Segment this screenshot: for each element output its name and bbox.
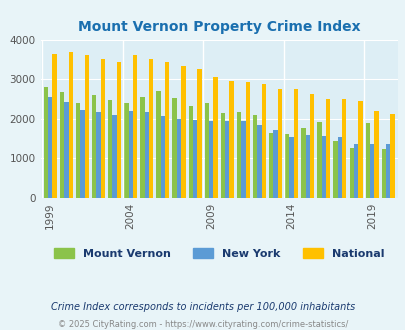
Bar [192,120,197,198]
Bar [305,135,309,198]
Bar [100,59,105,198]
Bar [337,137,341,198]
Bar [289,137,293,198]
Bar [80,110,84,198]
Bar [349,148,353,198]
Text: © 2025 CityRating.com - https://www.cityrating.com/crime-statistics/: © 2025 CityRating.com - https://www.city… [58,320,347,329]
Bar [220,113,224,198]
Bar [257,125,261,198]
Bar [52,54,57,198]
Bar [84,55,89,198]
Bar [365,123,369,198]
Bar [44,87,48,198]
Bar [48,97,52,198]
Bar [92,95,96,198]
Bar [325,99,330,198]
Bar [385,144,390,198]
Bar [177,119,181,198]
Bar [124,103,128,198]
Bar [390,115,394,198]
Bar [273,130,277,198]
Bar [213,77,217,198]
Bar [245,82,249,198]
Title: Mount Vernon Property Crime Index: Mount Vernon Property Crime Index [78,20,360,34]
Bar [132,55,137,198]
Bar [117,62,121,198]
Bar [341,99,345,198]
Bar [353,144,357,198]
Bar [181,66,185,198]
Bar [229,81,233,198]
Bar [357,101,362,198]
Bar [317,122,321,198]
Bar [149,59,153,198]
Bar [236,113,241,198]
Bar [252,115,257,198]
Legend: Mount Vernon, New York, National: Mount Vernon, New York, National [54,248,383,259]
Bar [269,133,273,198]
Bar [64,102,68,198]
Bar [112,115,117,198]
Bar [108,100,112,198]
Bar [309,94,313,198]
Bar [156,91,160,198]
Bar [277,89,281,198]
Bar [241,121,245,198]
Bar [369,144,373,198]
Bar [321,136,325,198]
Bar [381,148,385,198]
Bar [204,103,209,198]
Bar [128,111,132,198]
Text: Crime Index corresponds to incidents per 100,000 inhabitants: Crime Index corresponds to incidents per… [51,302,354,312]
Bar [160,116,165,198]
Bar [224,121,229,198]
Bar [172,98,177,198]
Bar [284,134,289,198]
Bar [96,112,100,198]
Bar [261,84,265,198]
Bar [293,89,297,198]
Bar [301,128,305,198]
Bar [333,141,337,198]
Bar [144,113,149,198]
Bar [140,97,144,198]
Bar [197,69,201,198]
Bar [373,111,378,198]
Bar [209,121,213,198]
Bar [60,92,64,198]
Bar [165,62,169,198]
Bar [76,103,80,198]
Bar [68,52,72,198]
Bar [188,106,192,198]
